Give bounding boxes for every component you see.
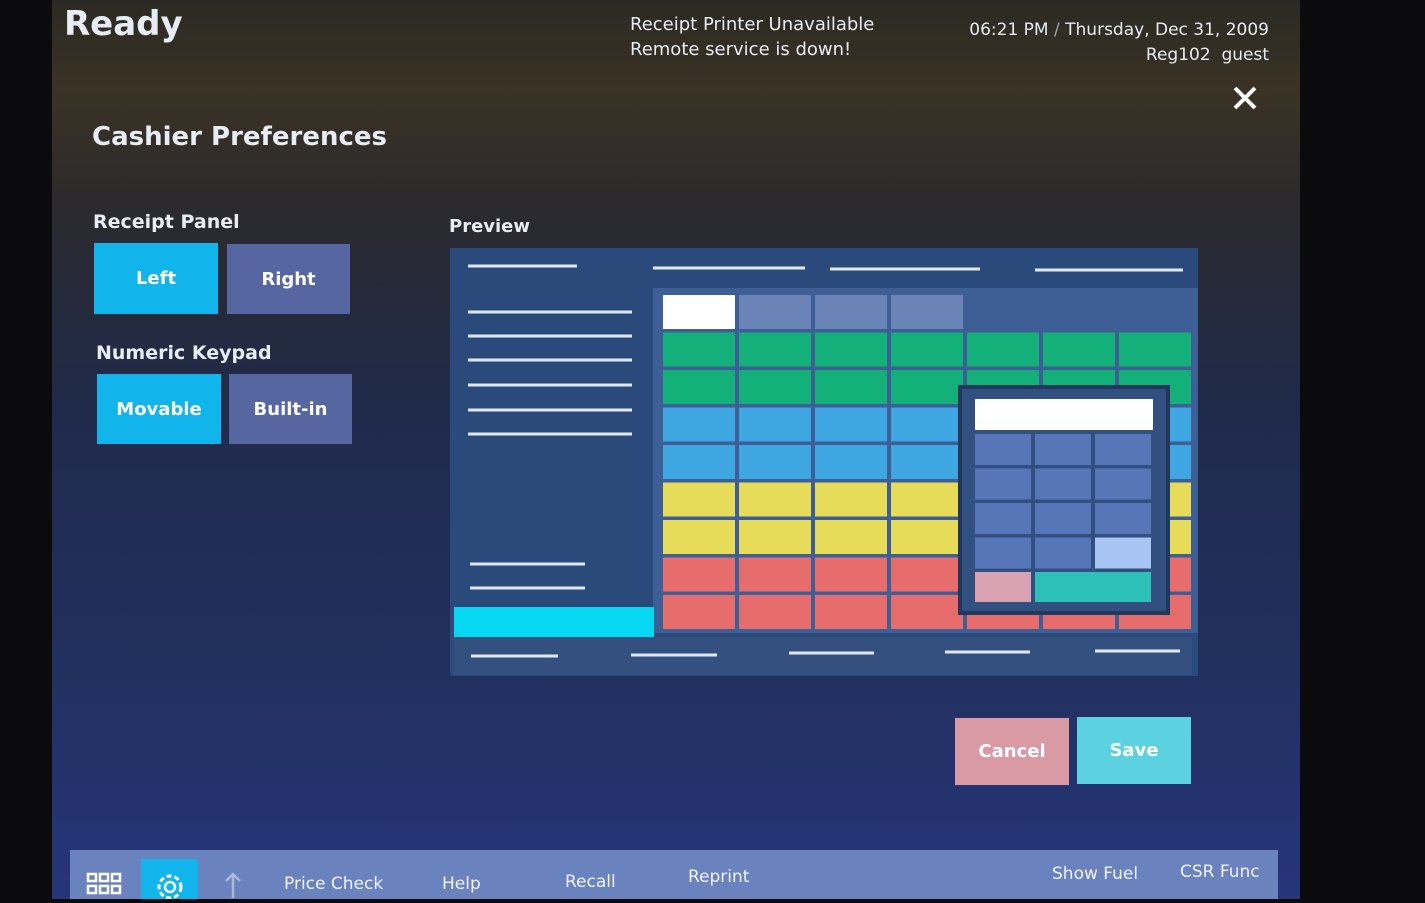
option-button[interactable]: Right	[227, 244, 350, 314]
preview-shape	[815, 520, 887, 554]
preview-shape	[739, 295, 811, 329]
arrow-icon[interactable]	[222, 870, 244, 899]
preview-shape	[815, 595, 887, 629]
register: Reg102	[1145, 45, 1211, 65]
toolbar-item[interactable]: Recall	[565, 872, 616, 892]
toolbar-item[interactable]: Show Fuel	[1052, 864, 1139, 884]
preview-shape	[663, 370, 735, 404]
status: Ready	[64, 4, 183, 44]
preview-shape	[891, 482, 963, 517]
preview-shape	[975, 572, 1031, 602]
preview-shape	[1035, 572, 1151, 602]
preview-shape	[1035, 468, 1091, 500]
section-label: Numeric Keypad	[96, 342, 272, 364]
option-button[interactable]: Left	[94, 243, 218, 314]
preview-shape	[1095, 503, 1151, 534]
close-button[interactable]	[1232, 85, 1258, 111]
preview-shape	[739, 595, 811, 629]
preview-shape	[739, 332, 811, 367]
preview-shape	[1119, 332, 1191, 367]
preview-shape	[891, 445, 963, 479]
save-button[interactable]: Save	[1077, 717, 1191, 784]
preview-shape	[663, 332, 735, 367]
toolbar-item[interactable]: Reprint	[688, 867, 750, 887]
preview-shape	[975, 537, 1031, 569]
preview-shape	[739, 520, 811, 554]
preview-shape	[975, 503, 1031, 534]
preview-shape	[663, 407, 735, 442]
option-button[interactable]: Built-in	[229, 374, 352, 444]
preview-shape	[891, 332, 963, 367]
preview-shape	[1095, 434, 1151, 465]
gear-icon	[157, 874, 183, 900]
time: 06:21 PM	[969, 20, 1049, 40]
cancel-button[interactable]: Cancel	[955, 718, 1069, 785]
preview-shape	[975, 434, 1031, 465]
preview-shape	[663, 557, 735, 592]
preview-shape	[815, 407, 887, 442]
message: Receipt Printer Unavailable	[630, 14, 875, 35]
session: Reg102 guest	[1146, 45, 1269, 65]
message: Remote service is down!	[630, 39, 852, 60]
toolbar-item[interactable]: CSR Func	[1180, 862, 1260, 882]
settings-button[interactable]	[141, 859, 198, 900]
preview-shape	[663, 295, 735, 329]
page-title: Cashier Preferences	[92, 122, 387, 152]
preview-shape	[815, 482, 887, 517]
preview	[450, 248, 1198, 676]
preview-shape	[891, 595, 963, 629]
preview-shape	[1095, 468, 1151, 500]
preview-shape	[1035, 503, 1091, 534]
section-label: Receipt Panel	[93, 211, 240, 233]
preview-shape	[663, 482, 735, 517]
preview-shape	[815, 557, 887, 592]
preview-shape	[739, 557, 811, 592]
preview-shape	[739, 445, 811, 479]
toolbar	[70, 850, 1278, 899]
preview-shape	[891, 295, 963, 329]
preview-shape	[891, 370, 963, 404]
preview-shape	[815, 332, 887, 367]
preview-shape	[663, 445, 735, 479]
option-button[interactable]: Movable	[97, 374, 221, 444]
preview-shape	[891, 557, 963, 592]
preview-label: Preview	[449, 216, 531, 237]
preview-shape	[815, 370, 887, 404]
preview-shape	[739, 407, 811, 442]
separator: /	[1054, 20, 1060, 40]
preview-shape	[1035, 537, 1091, 569]
preview-shape	[739, 482, 811, 517]
toolbar-item[interactable]: Help	[442, 874, 481, 894]
datetime: 06:21 PM / Thursday, Dec 31, 2009	[969, 20, 1269, 40]
menu-icon[interactable]	[86, 870, 124, 899]
preview-shape	[1095, 537, 1151, 569]
preview-shape	[967, 332, 1039, 367]
user: guest	[1221, 45, 1269, 65]
preview-shape	[891, 520, 963, 554]
preview-shape	[975, 468, 1031, 500]
preview-shape	[815, 445, 887, 479]
preview-shape	[663, 595, 735, 629]
preview-shape	[815, 295, 887, 329]
preview-shape	[1043, 332, 1115, 367]
preview-shape	[891, 407, 963, 442]
date: Thursday, Dec 31, 2009	[1065, 20, 1269, 40]
toolbar-item[interactable]: Price Check	[284, 874, 384, 894]
preview-shape	[663, 520, 735, 554]
preview-shape	[1035, 434, 1091, 465]
preview-shape	[739, 370, 811, 404]
